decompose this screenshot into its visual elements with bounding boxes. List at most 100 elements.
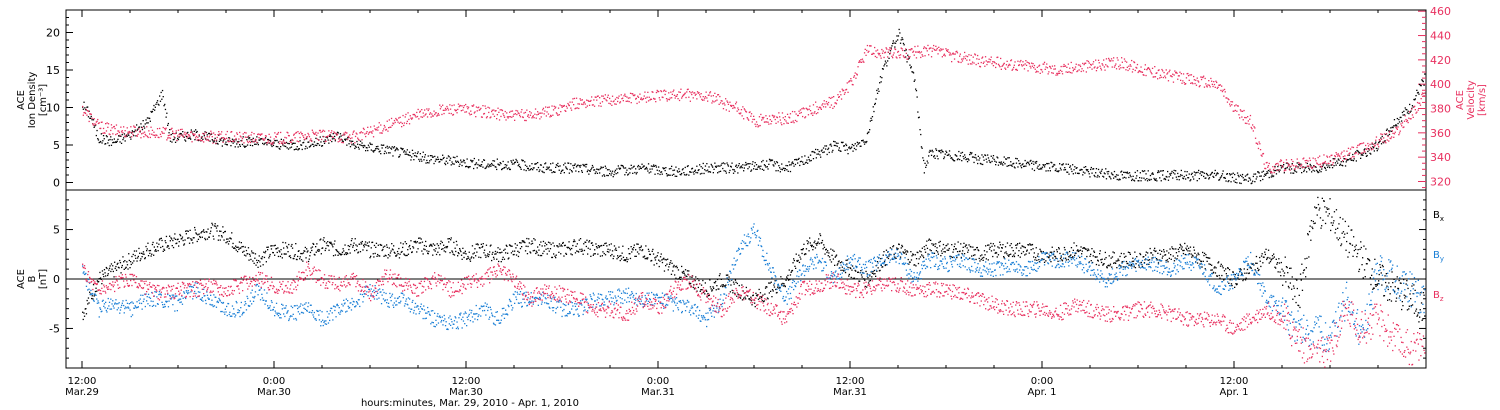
- data-point: [1097, 174, 1099, 177]
- data-point: [729, 291, 731, 293]
- data-point: [695, 276, 697, 278]
- data-point: [758, 125, 760, 127]
- data-point: [493, 109, 495, 111]
- data-point: [154, 134, 156, 136]
- data-point: [533, 249, 536, 252]
- data-point: [167, 137, 169, 139]
- data-point: [935, 45, 937, 47]
- data-point: [483, 249, 486, 251]
- data-point: [1055, 74, 1057, 76]
- data-point: [393, 146, 396, 148]
- data-point: [156, 128, 159, 130]
- data-point: [1416, 92, 1419, 94]
- data-point: [1304, 160, 1306, 162]
- data-point: [241, 137, 244, 140]
- data-point: [1128, 68, 1131, 70]
- data-point: [498, 164, 500, 166]
- data-point: [176, 139, 178, 142]
- data-point: [990, 155, 992, 157]
- data-point: [445, 246, 447, 248]
- data-point: [200, 139, 202, 142]
- data-point: [995, 66, 997, 69]
- data-point: [231, 140, 234, 142]
- data-point: [1172, 81, 1175, 83]
- data-point: [352, 246, 354, 248]
- data-point: [1381, 133, 1383, 136]
- data-point: [433, 162, 435, 165]
- data-point: [485, 166, 488, 168]
- data-point: [588, 100, 590, 102]
- data-point: [1224, 91, 1226, 93]
- data-point: [1332, 162, 1334, 164]
- data-point: [1211, 80, 1213, 82]
- data-point: [247, 136, 249, 138]
- data-point: [1213, 176, 1215, 178]
- data-point: [573, 167, 575, 169]
- data-point: [493, 160, 496, 162]
- data-point: [1222, 89, 1224, 91]
- data-point: [270, 245, 272, 247]
- data-point: [133, 131, 136, 133]
- data-point: [690, 92, 692, 94]
- data-point: [722, 284, 724, 286]
- data-point: [227, 238, 229, 240]
- data-point: [824, 145, 826, 147]
- data-point: [431, 113, 433, 115]
- data-point: [1410, 110, 1412, 112]
- data-point: [131, 262, 134, 264]
- data-point: [1090, 63, 1092, 66]
- data-point: [1070, 61, 1072, 64]
- data-point: [263, 251, 265, 253]
- data-point: [578, 165, 581, 167]
- data-point: [902, 38, 904, 41]
- data-point: [659, 99, 661, 101]
- data-point: [1216, 87, 1218, 89]
- data-point: [1399, 116, 1401, 119]
- data-point: [367, 245, 369, 247]
- data-point: [1046, 67, 1049, 69]
- data-point: [781, 163, 783, 165]
- data-point: [707, 295, 710, 297]
- data-point: [762, 294, 764, 296]
- data-point: [578, 171, 580, 173]
- data-point: [1154, 76, 1157, 78]
- data-point: [1048, 162, 1050, 165]
- data-point: [996, 156, 998, 158]
- data-point: [344, 133, 346, 136]
- data-point: [271, 142, 273, 144]
- data-point: [780, 276, 782, 278]
- data-point: [352, 140, 354, 142]
- data-point: [1244, 178, 1246, 181]
- data-point: [185, 233, 187, 235]
- data-point: [860, 145, 862, 147]
- data-point: [1273, 169, 1275, 172]
- data-point: [1410, 118, 1412, 120]
- data-point: [582, 163, 584, 166]
- data-point: [1052, 72, 1054, 74]
- data-point: [1030, 159, 1032, 162]
- data-point: [367, 133, 370, 135]
- data-point: [920, 51, 923, 53]
- data-point: [1176, 178, 1178, 181]
- data-point: [1267, 172, 1269, 174]
- data-point: [722, 162, 725, 164]
- data-point: [349, 134, 351, 136]
- data-point: [771, 159, 774, 161]
- data-point: [94, 125, 96, 127]
- data-point: [790, 164, 792, 166]
- data-point: [414, 241, 416, 243]
- data-point: [215, 139, 218, 141]
- data-point: [1063, 169, 1065, 171]
- data-point: [1409, 111, 1411, 113]
- data-point: [112, 142, 114, 144]
- data-point: [920, 146, 923, 148]
- data-point: [97, 138, 99, 140]
- data-point: [789, 278, 791, 281]
- data-point: [1218, 84, 1220, 86]
- data-point: [731, 289, 733, 292]
- data-point: [96, 129, 98, 132]
- data-point: [601, 167, 603, 169]
- data-point: [1038, 168, 1040, 170]
- data-point: [1162, 170, 1164, 172]
- data-point: [925, 48, 928, 50]
